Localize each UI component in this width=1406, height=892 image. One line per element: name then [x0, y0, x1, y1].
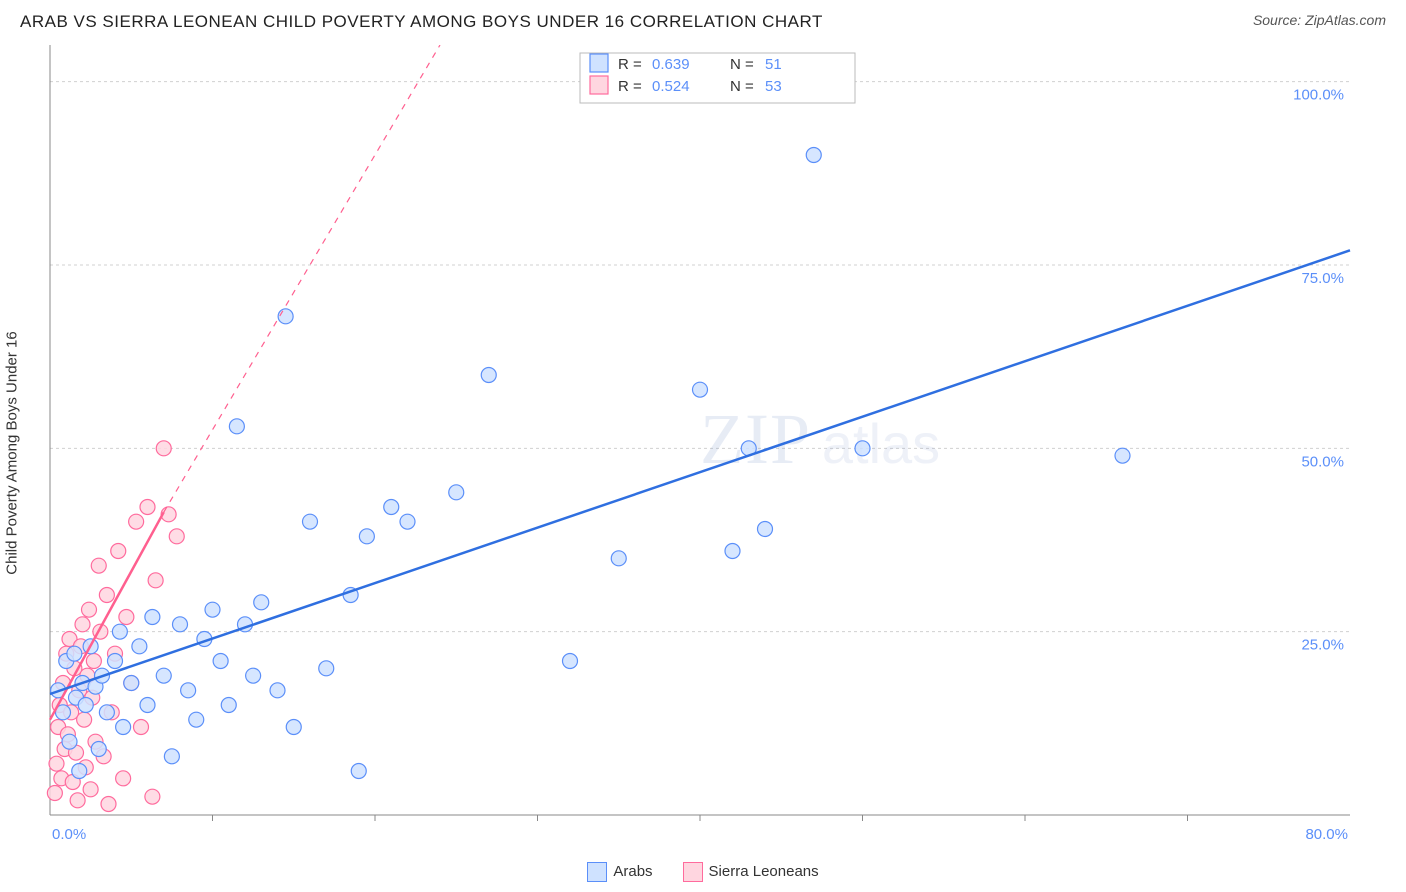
data-point	[124, 676, 139, 691]
data-point	[213, 654, 228, 669]
data-point	[205, 602, 220, 617]
data-point	[806, 148, 821, 163]
data-point	[449, 485, 464, 500]
data-point	[189, 712, 204, 727]
legend-n-value: 51	[765, 56, 782, 73]
data-point	[86, 654, 101, 669]
data-point	[132, 639, 147, 654]
data-point	[91, 742, 106, 757]
y-tick-label: 75.0%	[1301, 270, 1344, 287]
watermark: atlas	[822, 412, 940, 475]
data-point	[101, 797, 116, 812]
data-point	[70, 793, 85, 808]
data-point	[67, 646, 82, 661]
y-tick-label: 25.0%	[1301, 637, 1344, 654]
data-point	[611, 551, 626, 566]
x-tick-label: 0.0%	[52, 826, 86, 843]
legend-swatch	[587, 862, 607, 882]
legend-r-value: 0.524	[652, 78, 690, 95]
data-point	[286, 720, 301, 735]
chart-title: ARAB VS SIERRA LEONEAN CHILD POVERTY AMO…	[20, 12, 823, 32]
legend-n-label: N =	[730, 56, 754, 73]
legend-swatch	[683, 862, 703, 882]
legend-r-label: R =	[618, 78, 642, 95]
data-point	[173, 617, 188, 632]
data-point	[563, 654, 578, 669]
data-point	[99, 588, 114, 603]
y-tick-label: 50.0%	[1301, 453, 1344, 470]
data-point	[270, 683, 285, 698]
data-point	[145, 789, 160, 804]
data-point	[1115, 448, 1130, 463]
data-point	[351, 764, 366, 779]
data-point	[108, 654, 123, 669]
data-point	[72, 764, 87, 779]
legend-item: Arabs	[587, 862, 652, 882]
legend-swatch	[590, 54, 608, 72]
x-tick-label: 80.0%	[1305, 826, 1348, 843]
data-point	[129, 514, 144, 529]
data-point	[78, 698, 93, 713]
legend-r-label: R =	[618, 56, 642, 73]
chart-container: Child Poverty Among Boys Under 16 25.0%5…	[40, 45, 1386, 860]
data-point	[758, 522, 773, 537]
data-point	[359, 529, 374, 544]
series-legend: Arabs Sierra Leoneans	[0, 862, 1406, 882]
data-point	[229, 419, 244, 434]
data-point	[400, 514, 415, 529]
data-point	[181, 683, 196, 698]
trend-line-dashed	[164, 45, 440, 512]
data-point	[91, 558, 106, 573]
data-point	[278, 309, 293, 324]
data-point	[221, 698, 236, 713]
data-point	[319, 661, 334, 676]
data-point	[49, 756, 64, 771]
data-point	[156, 668, 171, 683]
data-point	[47, 786, 62, 801]
data-point	[62, 734, 77, 749]
data-point	[111, 544, 126, 559]
data-point	[119, 610, 134, 625]
data-point	[99, 705, 114, 720]
data-point	[75, 617, 90, 632]
data-point	[82, 602, 97, 617]
data-point	[164, 749, 179, 764]
data-point	[140, 698, 155, 713]
data-point	[156, 441, 171, 456]
legend-label: Arabs	[613, 863, 652, 880]
legend-swatch	[590, 76, 608, 94]
y-axis-label: Child Poverty Among Boys Under 16	[4, 331, 21, 574]
data-point	[116, 771, 131, 786]
data-point	[169, 529, 184, 544]
data-point	[77, 712, 92, 727]
data-point	[725, 544, 740, 559]
data-point	[140, 500, 155, 515]
data-point	[112, 624, 127, 639]
data-point	[855, 441, 870, 456]
legend-n-value: 53	[765, 78, 782, 95]
data-point	[148, 573, 163, 588]
legend-r-value: 0.639	[652, 56, 690, 73]
legend-n-label: N =	[730, 78, 754, 95]
data-point	[384, 500, 399, 515]
scatter-plot: 25.0%50.0%75.0%100.0%0.0%80.0%ZIPatlasR …	[40, 45, 1390, 860]
data-point	[134, 720, 149, 735]
data-point	[693, 382, 708, 397]
data-point	[116, 720, 131, 735]
legend-label: Sierra Leoneans	[709, 863, 819, 880]
data-point	[481, 368, 496, 383]
y-tick-label: 100.0%	[1293, 87, 1344, 104]
trend-line	[50, 250, 1350, 694]
source-attribution: Source: ZipAtlas.com	[1253, 12, 1386, 28]
data-point	[145, 610, 160, 625]
data-point	[246, 668, 261, 683]
data-point	[254, 595, 269, 610]
legend-item: Sierra Leoneans	[683, 862, 819, 882]
data-point	[303, 514, 318, 529]
data-point	[83, 782, 98, 797]
